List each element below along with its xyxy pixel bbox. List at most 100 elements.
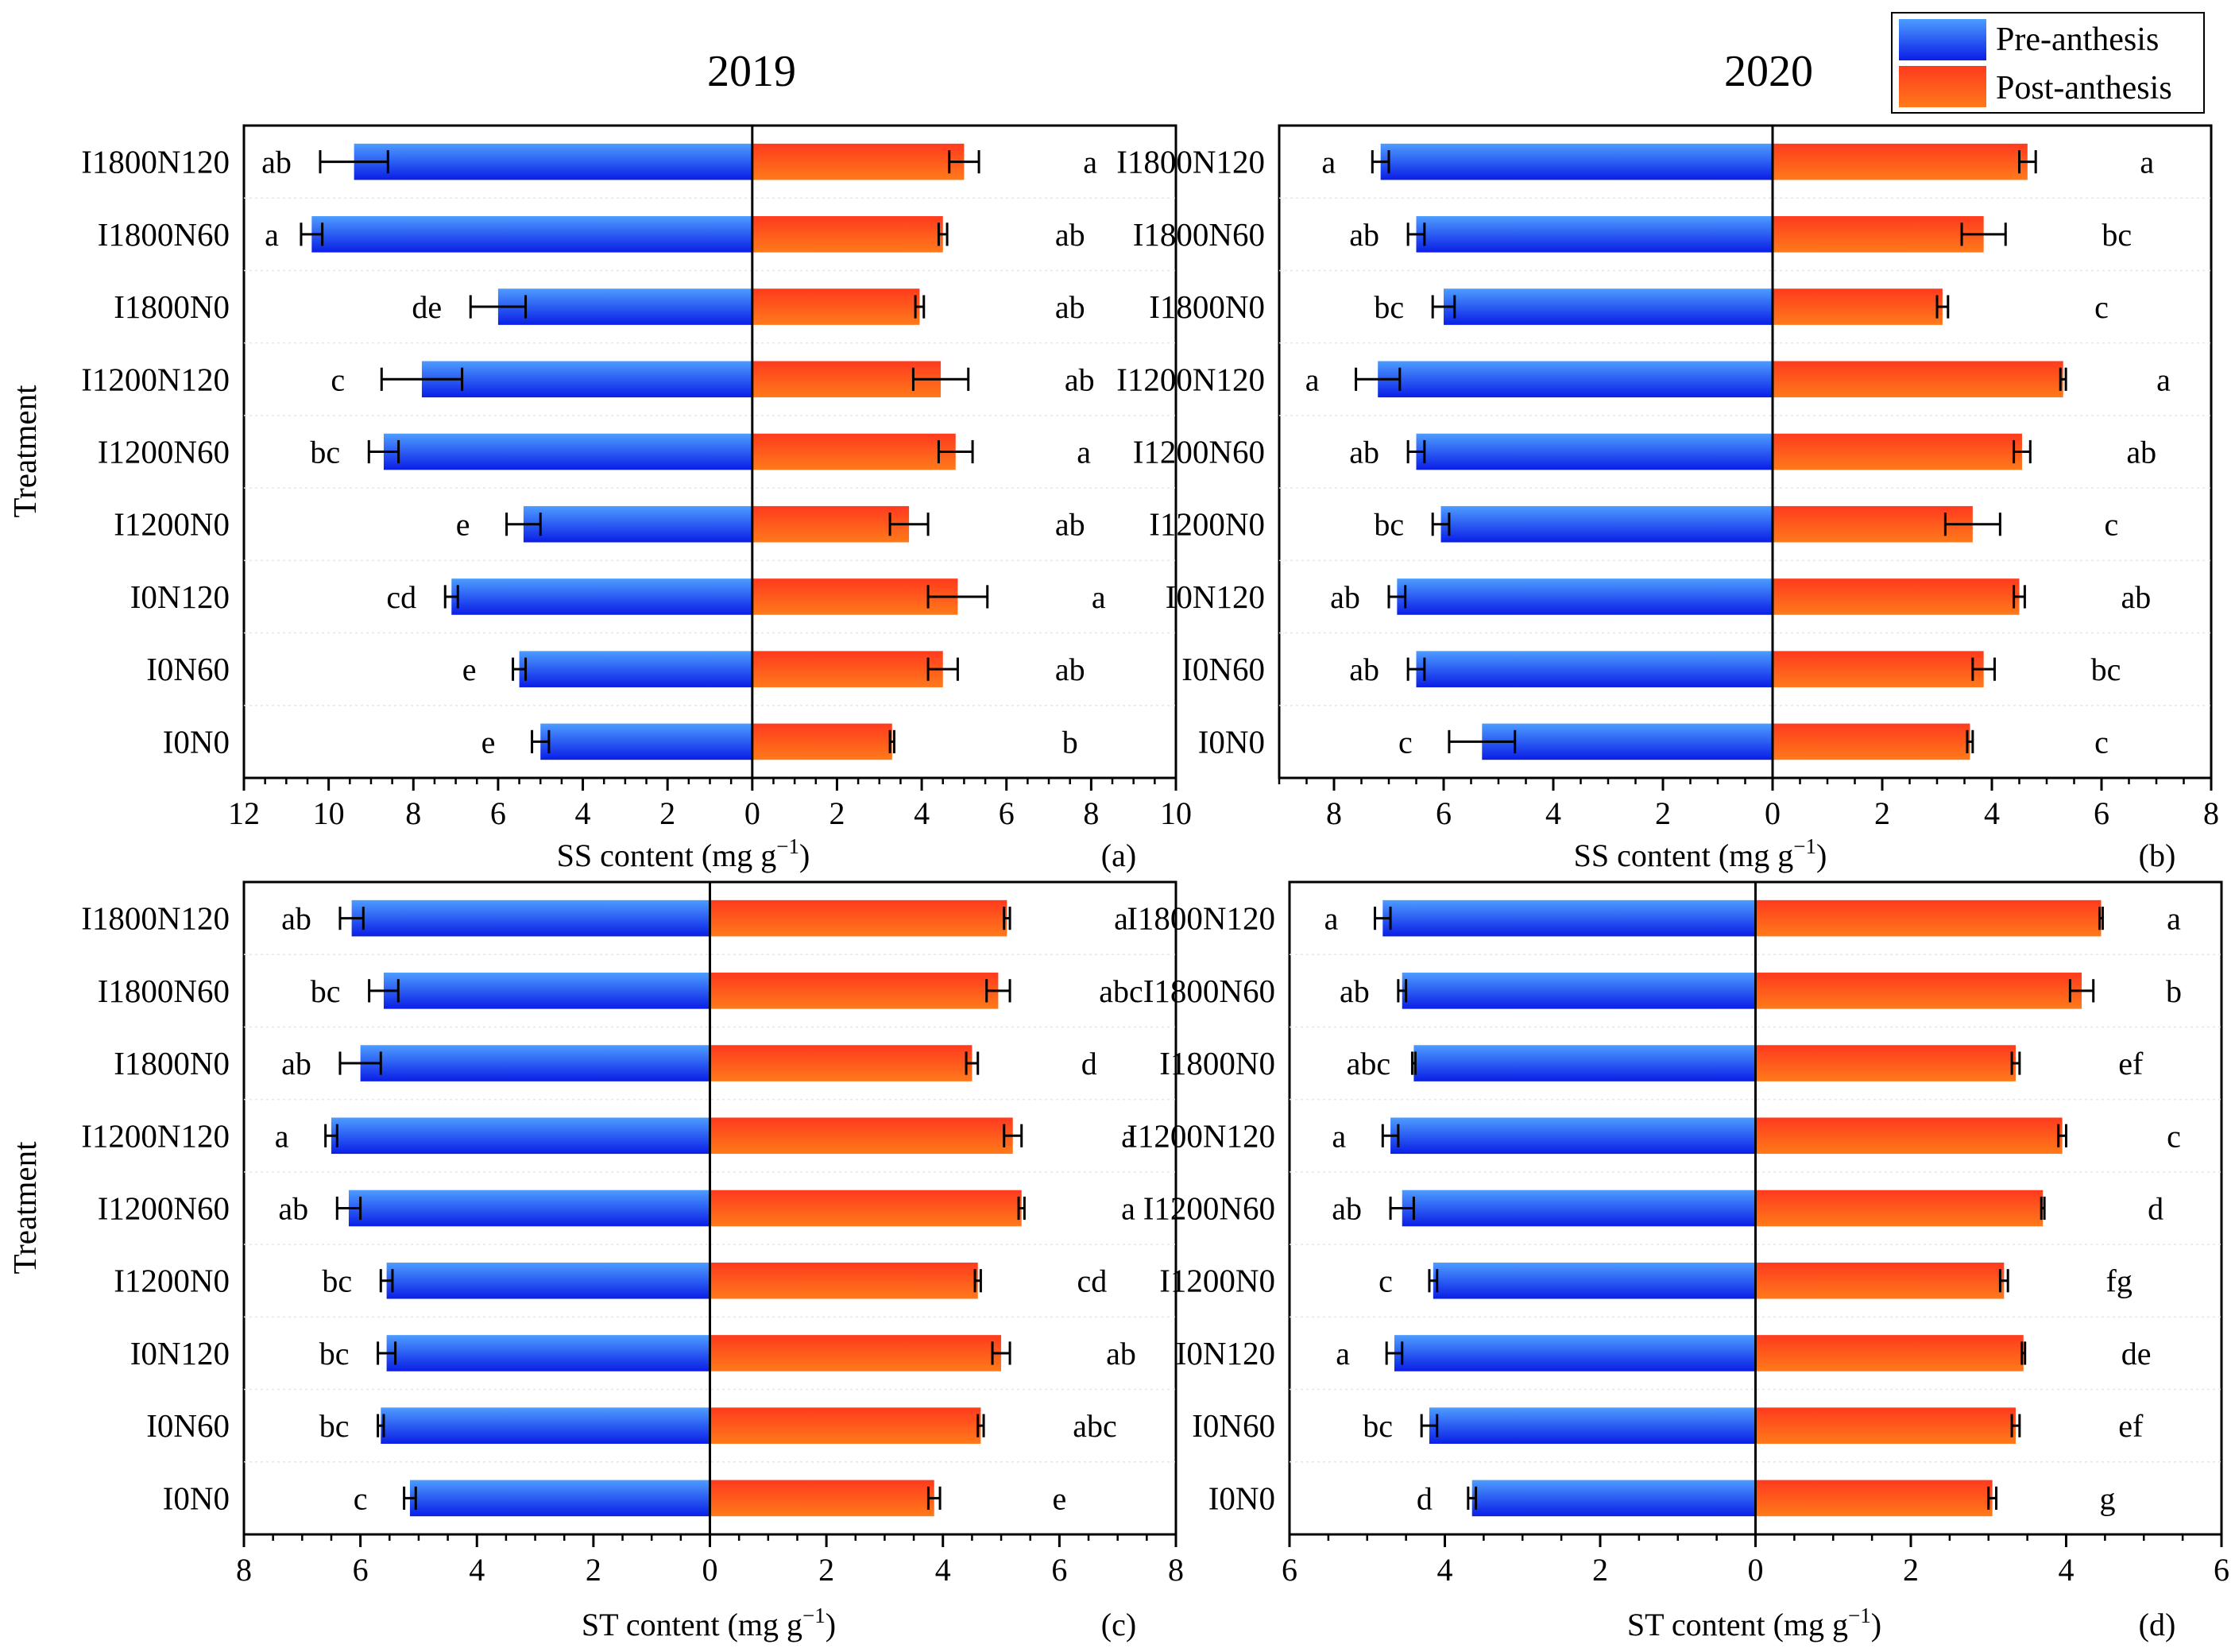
bar-pre-anthesis <box>1482 723 1773 760</box>
bar-post-anthesis <box>1755 1190 2044 1227</box>
letter-pre-anthesis: e <box>462 652 477 687</box>
x-axis-label-sup: −1 <box>802 1604 826 1627</box>
letter-pre-anthesis: bc <box>322 1263 352 1299</box>
x-tick-label: 8 <box>1326 795 1342 831</box>
x-tick-label: 4 <box>1545 795 1561 831</box>
category-label: I0N120 <box>130 1335 230 1372</box>
bar-post-anthesis <box>710 1045 972 1081</box>
letter-post-anthesis: ab <box>2121 579 2152 615</box>
bar-pre-anthesis <box>348 1190 710 1227</box>
bar-post-anthesis <box>710 900 1007 937</box>
x-axis-label-main: SS content (mg g <box>557 838 777 873</box>
letter-pre-anthesis: bc <box>311 973 341 1009</box>
category-label: I1800N60 <box>1133 216 1265 253</box>
x-axis-label-main: SS content (mg g <box>1574 838 1794 873</box>
category-label: I0N60 <box>1181 651 1265 687</box>
x-tick-label: 8 <box>236 1552 252 1588</box>
category-label: I1200N0 <box>1159 1263 1275 1299</box>
x-tick-label: 2 <box>829 795 845 831</box>
category-label: I1200N60 <box>1133 434 1265 470</box>
bar-pre-anthesis <box>1429 1407 1756 1444</box>
bar-pre-anthesis <box>1471 1480 1756 1517</box>
x-axis-label-tail: ) <box>799 838 810 873</box>
panel-label: (b) <box>2139 838 2176 873</box>
bar-pre-anthesis <box>1397 578 1773 615</box>
bar-post-anthesis <box>752 143 965 180</box>
letter-post-anthesis: a <box>1083 145 1097 180</box>
x-tick-label: 2 <box>1592 1552 1608 1588</box>
bar-pre-anthesis <box>1416 216 1773 253</box>
letter-post-anthesis: a <box>1121 1191 1135 1227</box>
bar-post-anthesis <box>710 1262 978 1299</box>
bar-post-anthesis <box>1773 578 2020 615</box>
letter-pre-anthesis: ab <box>1340 973 1370 1009</box>
letter-post-anthesis: abc <box>1073 1408 1117 1444</box>
bar-pre-anthesis <box>360 1045 710 1081</box>
bar-post-anthesis <box>710 1117 1013 1155</box>
x-tick-label: 12 <box>228 795 260 831</box>
bar-pre-anthesis <box>1402 1190 1756 1227</box>
bar-pre-anthesis <box>1380 143 1773 180</box>
letter-pre-anthesis: ab <box>281 1046 311 1081</box>
letter-post-anthesis: ef <box>2118 1408 2144 1444</box>
x-tick-label: 0 <box>1765 795 1781 831</box>
bar-post-anthesis <box>1773 505 1973 543</box>
x-tick-label: 8 <box>1168 1552 1184 1588</box>
bar-pre-anthesis <box>409 1480 710 1517</box>
x-axis-label-sup: −1 <box>1793 834 1816 858</box>
x-tick-label: 2 <box>1903 1552 1919 1588</box>
letter-post-anthesis: a <box>1077 435 1091 470</box>
x-axis-label-sup: −1 <box>1848 1604 1871 1627</box>
bar-post-anthesis <box>710 1335 1002 1372</box>
bar-pre-anthesis <box>386 1335 710 1372</box>
letter-post-anthesis: b <box>1062 724 1078 760</box>
letter-post-anthesis: c <box>2167 1118 2181 1154</box>
x-tick-label: 2 <box>818 1552 834 1588</box>
letter-post-anthesis: ab <box>1065 362 1095 397</box>
legend-swatch-pre-anthesis <box>1899 19 1986 60</box>
category-label: I1800N0 <box>114 288 230 325</box>
letter-pre-anthesis: a <box>1305 362 1320 397</box>
letter-pre-anthesis: e <box>481 724 496 760</box>
letter-post-anthesis: b <box>2166 973 2182 1009</box>
bar-pre-anthesis <box>354 143 752 180</box>
letter-pre-anthesis: ab <box>278 1191 308 1227</box>
bar-post-anthesis <box>1773 288 1943 325</box>
bar-post-anthesis <box>710 1480 934 1517</box>
x-axis-label-main: ST content (mg g <box>582 1607 802 1642</box>
letter-pre-anthesis: ab <box>1332 1191 1362 1227</box>
letter-post-anthesis: a <box>1092 579 1106 615</box>
bar-pre-anthesis <box>451 578 752 615</box>
bar-post-anthesis <box>1755 1045 2016 1081</box>
bar-post-anthesis <box>1773 433 2022 470</box>
x-tick-label: 4 <box>1437 1552 1453 1588</box>
bar-pre-anthesis <box>1416 433 1773 470</box>
x-tick-label: 6 <box>353 1552 369 1588</box>
letter-pre-anthesis: d <box>1417 1480 1433 1516</box>
bar-pre-anthesis <box>383 433 752 470</box>
legend-label-post-anthesis: Post-anthesis <box>1996 70 2172 106</box>
letter-pre-anthesis: ab <box>1349 217 1379 253</box>
category-label: I0N60 <box>146 651 230 687</box>
category-label: I0N0 <box>1198 723 1265 760</box>
y-axis-label: Treatment <box>6 1141 43 1275</box>
y-axis-label: Treatment <box>6 385 43 518</box>
category-label: I1200N60 <box>98 434 230 470</box>
x-tick-label: 2 <box>586 1552 601 1588</box>
bar-post-anthesis <box>752 361 942 398</box>
bar-pre-anthesis <box>523 505 752 543</box>
bar-pre-anthesis <box>351 900 710 937</box>
category-label: I1800N60 <box>1143 973 1275 1009</box>
legend-swatch-post-anthesis <box>1899 66 1986 107</box>
letter-pre-anthesis: c <box>1398 724 1413 760</box>
letter-post-anthesis: g <box>2100 1480 2116 1516</box>
letter-post-anthesis: ab <box>2126 435 2156 470</box>
bar-pre-anthesis <box>1440 505 1773 543</box>
category-label: I0N0 <box>163 723 230 760</box>
category-label: I1800N120 <box>81 144 230 180</box>
letter-post-anthesis: c <box>2094 289 2109 325</box>
bar-post-anthesis <box>1755 1335 2024 1372</box>
bar-post-anthesis <box>710 973 999 1009</box>
